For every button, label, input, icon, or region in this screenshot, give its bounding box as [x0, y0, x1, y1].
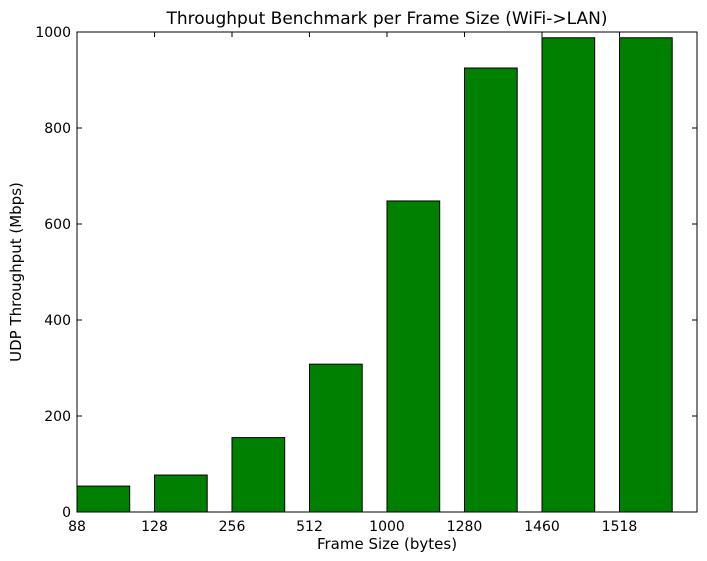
bar-128: [154, 474, 208, 513]
bar-1280: [464, 67, 518, 513]
y-tick-label: 1000: [35, 25, 71, 41]
y-tick-label: 200: [44, 409, 71, 425]
x-tick-label: 128: [141, 519, 168, 535]
x-tick-label: 512: [296, 519, 323, 535]
bar-1460: [541, 37, 596, 513]
x-tick-label: 1518: [602, 519, 638, 535]
y-ticks: 0 200 400 600 800 1000: [35, 25, 697, 521]
bar-512: [309, 363, 363, 513]
x-tick-label: 1000: [369, 519, 405, 535]
x-tick-label: 1460: [524, 519, 560, 535]
bar-88: [76, 485, 131, 513]
y-tick-label: 0: [62, 505, 71, 521]
y-tick-label: 800: [44, 121, 71, 137]
y-axis-label: UDP Throughput (Mbps): [7, 182, 25, 362]
x-ticks: 88 128 256 512 1000 1280 1460 1518: [68, 32, 637, 535]
bar-256: [231, 437, 286, 513]
x-tick-label: 88: [68, 519, 86, 535]
y-tick-label: 600: [44, 217, 71, 233]
x-tick-label: 1280: [447, 519, 483, 535]
chart-title: Throughput Benchmark per Frame Size (WiF…: [166, 9, 608, 29]
x-tick-label: 256: [219, 519, 246, 535]
bars-layer: [76, 37, 673, 513]
bar-1518: [619, 37, 673, 513]
y-tick-label: 400: [44, 313, 71, 329]
bar-1000: [386, 200, 441, 513]
x-axis-label: Frame Size (bytes): [317, 535, 457, 553]
